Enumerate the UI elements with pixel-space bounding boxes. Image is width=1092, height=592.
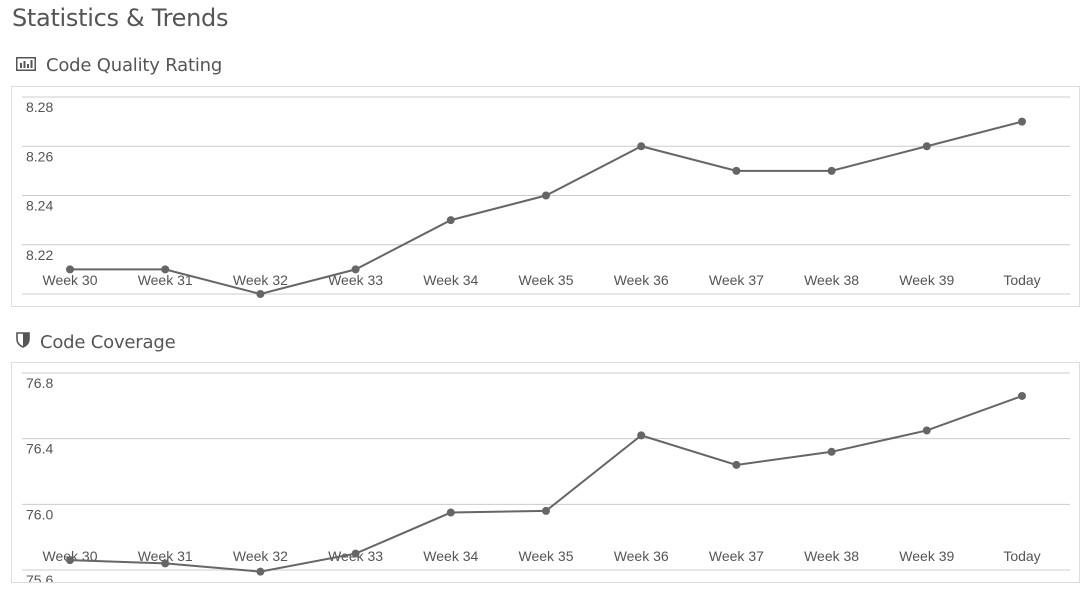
data-point[interactable] — [827, 447, 836, 456]
x-tick-label: Week 30 — [43, 272, 98, 288]
data-point[interactable] — [256, 567, 265, 576]
section-title-label: Code Quality Rating — [46, 55, 223, 76]
data-point[interactable] — [732, 166, 741, 175]
x-tick-label: Week 32 — [233, 272, 288, 288]
series-line — [70, 120, 1023, 296]
data-point[interactable] — [446, 508, 455, 517]
data-point[interactable] — [542, 191, 550, 200]
page-title: Statistics & Trends — [12, 4, 229, 32]
data-point[interactable] — [446, 216, 455, 225]
series-line — [69, 395, 1023, 573]
x-tick-label: Week 39 — [899, 548, 954, 564]
x-tick-label: Week 37 — [709, 548, 764, 564]
x-tick-label: Week 39 — [899, 272, 954, 288]
data-point[interactable] — [1018, 117, 1026, 126]
y-tick-label: 8.22 — [26, 247, 53, 263]
x-tick-label: Week 37 — [709, 272, 764, 288]
x-tick-label: Week 35 — [519, 272, 574, 288]
x-tick-label: Week 34 — [423, 548, 478, 564]
code-coverage-chart-panel: 76.8 76.4 76.0 75.6 Week 30 Week 31 Week 32 Wee… — [11, 362, 1080, 583]
y-tick-label: 76.0 — [26, 506, 53, 522]
x-tick-label: Week 31 — [138, 548, 193, 564]
data-point[interactable] — [161, 265, 170, 274]
data-point[interactable] — [637, 142, 646, 151]
section-title-code-coverage: Code Coverage — [16, 332, 176, 353]
y-tick-label: 8.28 — [26, 99, 53, 115]
x-tick-label: Week 35 — [519, 548, 574, 564]
y-tick-label: 75.6 — [26, 572, 53, 582]
y-tick-label: 8.24 — [26, 198, 53, 214]
shield-icon — [16, 332, 30, 353]
data-point[interactable] — [1018, 391, 1026, 400]
y-tick-label: 8.26 — [26, 148, 53, 164]
data-point[interactable] — [66, 265, 74, 274]
x-tick-label: Week 38 — [804, 548, 859, 564]
data-point[interactable] — [161, 559, 170, 568]
y-tick-label: 76.4 — [26, 441, 53, 457]
data-point[interactable] — [922, 142, 931, 151]
x-tick-label: Week 34 — [423, 272, 478, 288]
data-point[interactable] — [542, 506, 550, 515]
x-tick-label: Week 32 — [233, 548, 288, 564]
data-point[interactable] — [66, 556, 74, 565]
code-quality-chart-panel: 8.28 8.26 8.24 8.22 Week 30 Week 31 Week 32 Wee… — [11, 86, 1080, 307]
bar-chart-icon — [16, 55, 36, 76]
x-tick-label: Week 33 — [328, 272, 383, 288]
x-tick-label: Week 36 — [614, 548, 669, 564]
data-point[interactable] — [351, 549, 360, 558]
data-point[interactable] — [732, 460, 741, 469]
section-title-label: Code Coverage — [40, 332, 176, 353]
x-tick-label: Week 31 — [138, 272, 193, 288]
x-tick-label: Week 36 — [614, 272, 669, 288]
data-point[interactable] — [827, 166, 836, 175]
code-quality-chart: 8.28 8.26 8.24 8.22 Week 30 Week 31 Week 32 Wee… — [22, 96, 1070, 298]
data-point[interactable] — [637, 431, 646, 440]
data-point[interactable] — [922, 426, 931, 435]
y-tick-label: 76.8 — [26, 375, 53, 391]
section-title-code-quality: Code Quality Rating — [16, 55, 222, 76]
x-tick-label: Week 38 — [804, 272, 859, 288]
x-tick-label: Today — [1003, 548, 1040, 564]
data-point[interactable] — [256, 290, 265, 298]
data-point[interactable] — [351, 265, 360, 274]
x-tick-label: Today — [1003, 272, 1040, 288]
